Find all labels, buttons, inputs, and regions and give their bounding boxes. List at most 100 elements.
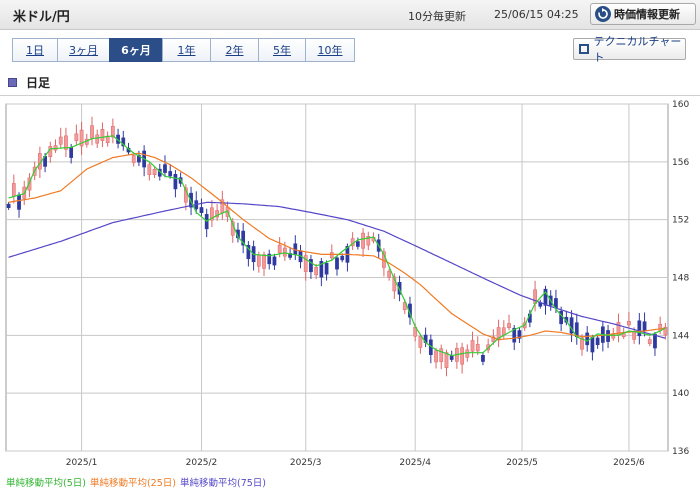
x-tick-label: 2025/1 — [66, 458, 98, 468]
candle-body — [11, 183, 16, 197]
candle-body — [554, 298, 558, 308]
x-tick-label: 2025/2 — [186, 458, 218, 468]
x-tick-label: 2025/5 — [506, 458, 538, 468]
y-tick-label: 140 — [672, 389, 689, 399]
candle-body — [361, 232, 365, 249]
candle-body — [6, 203, 11, 208]
candle-body — [147, 164, 152, 176]
update-timestamp: 25/06/15 04:25 — [494, 8, 579, 21]
candle-body — [69, 147, 74, 158]
candle-body — [642, 321, 647, 332]
candle-body — [324, 262, 329, 275]
candle-body — [329, 252, 334, 259]
section-marker-icon — [8, 78, 17, 87]
candle-body — [152, 169, 157, 176]
candle-body — [314, 267, 319, 276]
technical-chart-button[interactable]: テクニカルチャート — [573, 35, 686, 64]
candle-body — [173, 174, 178, 190]
candle-body — [283, 247, 287, 257]
section-header: 日足 — [8, 74, 50, 91]
candle-body — [262, 254, 266, 269]
candle-body — [340, 255, 345, 261]
candle-body — [335, 257, 339, 270]
legend-ma25: 単純移動平均(25日) — [89, 478, 176, 489]
candle-body — [131, 155, 136, 163]
legend-ma75: 単純移動平均(75日) — [179, 478, 266, 489]
candle-body — [48, 146, 53, 158]
candle-body — [303, 255, 308, 272]
candle-body — [319, 261, 324, 278]
chart-legend: 単純移動平均(5日) 単純移動平均(25日) 単純移動平均(75日) — [6, 475, 266, 489]
candle-body — [444, 352, 449, 368]
candle-body — [475, 344, 480, 352]
candle-body — [491, 336, 496, 343]
candle-body — [100, 129, 105, 141]
candle-body — [627, 321, 631, 326]
candle-body — [168, 171, 173, 177]
price-chart: 160 156 152 148 144 140 136 2025/1 2025/2 2025/3 2… — [5, 100, 689, 468]
candle-body — [355, 241, 360, 247]
candle-body — [79, 129, 84, 147]
tab-2y[interactable]: 2年 — [210, 38, 258, 62]
y-tick-label: 144 — [672, 331, 689, 341]
candle-body — [418, 336, 423, 348]
candle-body — [647, 339, 652, 344]
candle-body — [632, 331, 636, 340]
candle-body — [210, 207, 214, 221]
refresh-icon — [595, 6, 611, 22]
candle-body — [64, 135, 68, 150]
candle-body — [215, 210, 219, 218]
tab-10y[interactable]: 10年 — [305, 38, 355, 62]
candle-body — [663, 327, 668, 336]
candle-body — [397, 281, 402, 295]
candle-body — [501, 327, 506, 336]
ma75-line — [8, 201, 666, 339]
candle-body — [90, 125, 94, 139]
tab-3m[interactable]: 3ヶ月 — [57, 38, 109, 62]
candle-body — [387, 270, 391, 278]
tab-1d[interactable]: 1日 — [12, 38, 57, 62]
candle-body — [434, 350, 438, 363]
candle-body — [606, 330, 610, 342]
candle-body — [241, 230, 246, 246]
candle-body — [439, 348, 444, 363]
tab-1y[interactable]: 1年 — [162, 38, 210, 62]
candle-body — [517, 330, 522, 339]
period-tabs: 1日 3ヶ月 6ヶ月 1年 2年 5年 10年 — [12, 38, 355, 62]
x-tick-label: 2025/6 — [613, 458, 645, 468]
candle-body — [17, 194, 21, 210]
candle-body — [637, 320, 642, 337]
candle-body — [507, 323, 511, 329]
tab-6m[interactable]: 6ヶ月 — [109, 38, 162, 62]
x-tick-label: 2025/4 — [399, 458, 431, 468]
ma5-line — [8, 135, 666, 357]
section-title: 日足 — [26, 76, 51, 90]
ma25-line — [8, 152, 666, 341]
candle-body — [163, 164, 167, 173]
candle-body — [27, 177, 32, 191]
y-tick-label: 152 — [672, 216, 689, 226]
technical-chart-label: テクニカルチャート — [593, 35, 682, 64]
y-tick-label: 160 — [672, 100, 689, 110]
candle-body — [512, 327, 517, 343]
tab-5y[interactable]: 5年 — [258, 38, 305, 62]
y-tick-label: 136 — [672, 447, 689, 457]
candle-body — [199, 207, 204, 213]
candle-body — [246, 245, 251, 260]
candle-body — [595, 337, 600, 346]
candle-body — [543, 288, 548, 306]
window-icon — [579, 44, 590, 54]
candle-body — [121, 137, 126, 147]
currency-pair-title: 米ドル/円 — [13, 10, 70, 25]
candle-body — [481, 354, 485, 362]
candle-body — [58, 136, 63, 145]
header-bar: 米ドル/円 10分毎更新 25/06/15 04:25 時価情報更新 — [0, 0, 700, 30]
candle-body — [465, 349, 470, 358]
divider — [0, 95, 700, 96]
candle-body — [590, 337, 595, 353]
candle-body — [277, 244, 282, 254]
candle-body — [74, 133, 79, 142]
legend-ma5: 単純移動平均(5日) — [6, 478, 86, 489]
refresh-quote-button[interactable]: 時価情報更新 — [590, 3, 696, 25]
refresh-label: 時価情報更新 — [614, 8, 680, 21]
